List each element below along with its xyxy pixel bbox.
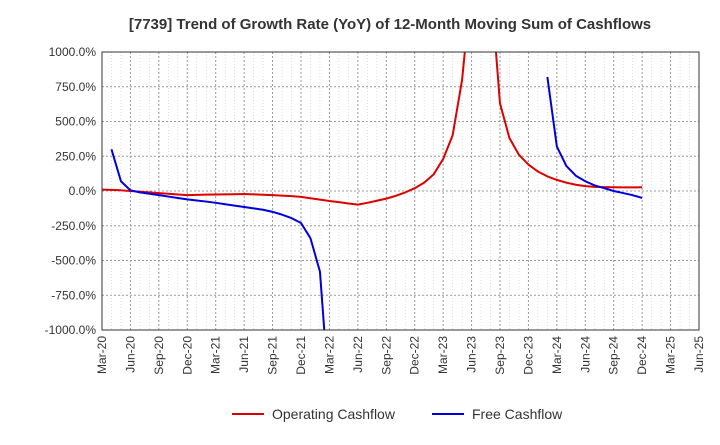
chart-title: [7739] Trend of Growth Rate (YoY) of 12-…	[129, 16, 651, 33]
y-axis: 1000.0% 750.0% 500.0% 250.0% 0.0% -250.0% -500…	[45, 45, 97, 337]
series-line-free-cashflow	[546, 76, 643, 199]
series-line-operating-cashflow	[102, 52, 643, 206]
x-axis: Mar-20 Jun-20 Sep-20 Dec-20 Mar-21 Jun-21 Sep-…	[95, 336, 706, 375]
x-tick-label: Sep-20	[152, 336, 166, 375]
x-tick-label: Mar-25	[664, 336, 678, 374]
grid	[101, 51, 700, 331]
y-tick-label: -500.0%	[51, 254, 96, 268]
y-tick-label: -750.0%	[51, 288, 96, 302]
y-tick-label: 1000.0%	[49, 45, 97, 59]
x-tick-label: Jun-20	[123, 336, 137, 373]
x-tick-label: Dec-20	[180, 336, 194, 375]
x-tick-label: Jun-25	[692, 336, 706, 373]
x-tick-label: Mar-24	[550, 336, 564, 374]
x-tick-label: Dec-23	[521, 336, 535, 375]
x-tick-label: Jun-23	[465, 336, 479, 373]
y-tick-label: 750.0%	[55, 80, 96, 94]
y-tick-label: 0.0%	[69, 184, 97, 198]
x-tick-label: Dec-21	[294, 336, 308, 375]
legend-label: Free Cashflow	[472, 406, 563, 422]
series-line-free-cashflow	[110, 149, 326, 330]
x-tick-label: Mar-21	[209, 336, 223, 374]
x-tick-label: Jun-21	[237, 336, 251, 373]
y-tick-label: 250.0%	[55, 149, 96, 163]
x-tick-label: Sep-21	[266, 336, 280, 375]
x-tick-label: Jun-24	[578, 336, 592, 373]
legend-label: Operating Cashflow	[272, 406, 396, 422]
y-tick-label: -250.0%	[51, 219, 96, 233]
x-tick-label: Jun-22	[351, 336, 365, 373]
x-tick-label: Sep-22	[379, 336, 393, 375]
x-tick-label: Dec-24	[635, 336, 649, 375]
y-tick-label: 500.0%	[55, 115, 96, 129]
y-tick-label: -1000.0%	[45, 323, 97, 337]
x-tick-label: Mar-23	[436, 336, 450, 374]
legend: Operating Cashflow Free Cashflow	[232, 406, 563, 422]
x-tick-label: Sep-23	[493, 336, 507, 375]
x-tick-label: Mar-20	[95, 336, 109, 374]
plot-frame	[101, 51, 700, 331]
x-tick-label: Mar-22	[322, 336, 336, 374]
x-tick-label: Dec-22	[408, 336, 422, 375]
x-tick-label: Sep-24	[607, 336, 621, 375]
series-layer	[102, 52, 643, 330]
